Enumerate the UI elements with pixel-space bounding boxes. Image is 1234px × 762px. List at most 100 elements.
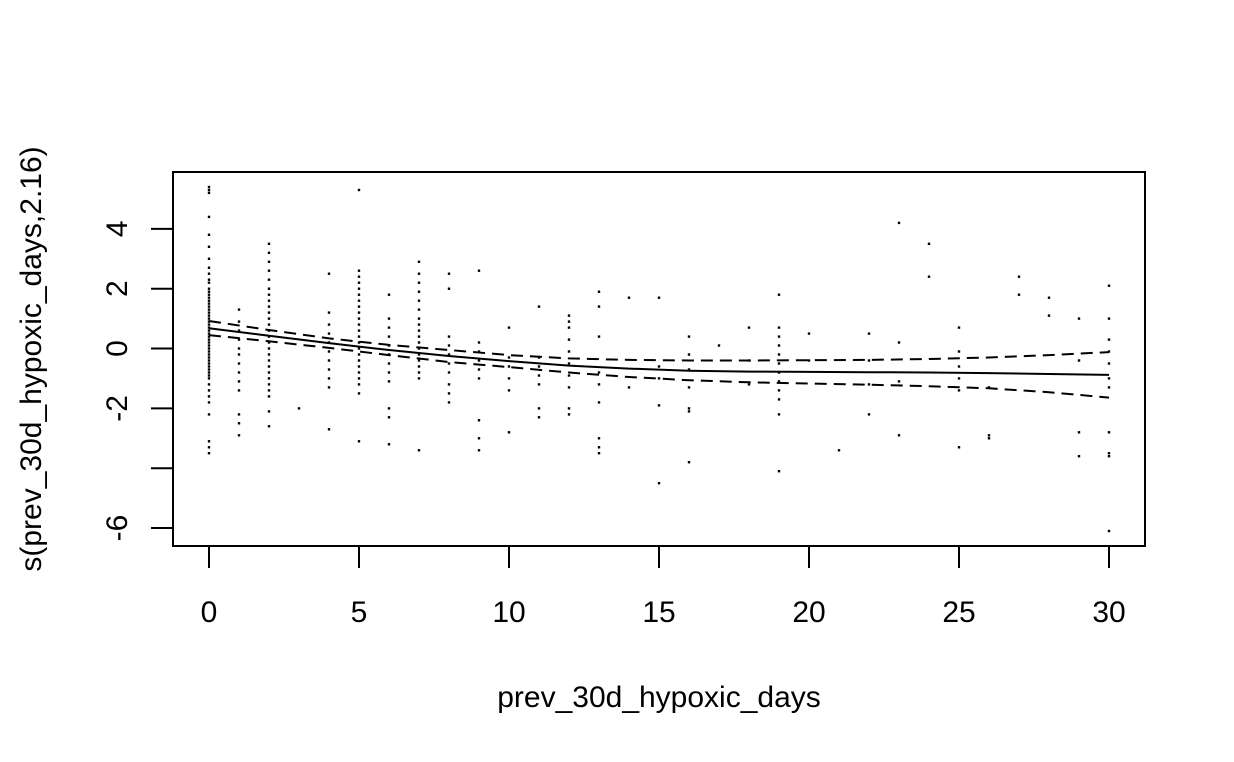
residual-point <box>387 407 391 410</box>
residual-point <box>357 305 361 308</box>
residual-point <box>447 371 451 374</box>
residual-point <box>777 353 781 356</box>
residual-point <box>207 350 211 353</box>
residual-point <box>477 377 481 380</box>
x-tick-label: 25 <box>942 596 975 629</box>
residual-point <box>777 362 781 365</box>
residual-point <box>1077 431 1081 434</box>
residual-point <box>207 413 211 416</box>
residual-point <box>387 380 391 383</box>
y-tick-label: 4 <box>101 220 134 237</box>
residual-point <box>207 341 211 344</box>
residual-point <box>207 317 211 320</box>
residual-point <box>237 380 241 383</box>
residual-point <box>867 332 871 335</box>
residual-point <box>1107 452 1111 455</box>
residual-point <box>447 353 451 356</box>
residual-point <box>777 335 781 338</box>
residual-point <box>207 401 211 404</box>
residual-point <box>207 368 211 371</box>
confidence-band-upper <box>208 320 1110 362</box>
residual-point <box>387 371 391 374</box>
y-tick-label: -6 <box>101 515 134 542</box>
residual-point <box>207 377 211 380</box>
residual-point <box>417 329 421 332</box>
residual-point <box>357 311 361 314</box>
residual-point <box>387 362 391 365</box>
residual-point <box>207 383 211 386</box>
residual-point <box>267 425 271 428</box>
residual-point <box>207 311 211 314</box>
residual-point <box>417 299 421 302</box>
residual-point <box>327 386 331 389</box>
residual-point <box>417 323 421 326</box>
residual-point <box>357 317 361 320</box>
residual-point <box>447 335 451 338</box>
residual-point <box>957 377 961 380</box>
residual-point <box>567 362 571 365</box>
residual-point <box>1047 314 1051 317</box>
residual-point <box>267 359 271 362</box>
residual-point <box>687 335 691 338</box>
residual-point <box>1077 317 1081 320</box>
residual-point <box>687 386 691 389</box>
residual-point <box>507 377 511 380</box>
residual-point <box>477 350 481 353</box>
plot-frame <box>172 171 1146 547</box>
residual-point <box>357 281 361 284</box>
residual-point <box>627 386 631 389</box>
residual-point <box>927 275 931 278</box>
residual-point <box>1107 431 1111 434</box>
residual-point <box>927 242 931 245</box>
residual-point <box>267 347 271 350</box>
residual-point <box>207 314 211 317</box>
residual-point <box>267 410 271 413</box>
residual-point <box>327 377 331 380</box>
residual-point <box>237 320 241 323</box>
residual-point <box>1077 359 1081 362</box>
residual-point <box>537 407 541 410</box>
residual-point <box>207 191 211 195</box>
residual-point <box>567 350 571 353</box>
residual-point <box>327 428 331 431</box>
residual-point <box>957 365 961 368</box>
residual-point <box>447 383 451 386</box>
residual-point <box>207 287 211 290</box>
residual-point <box>417 272 421 275</box>
residual-point <box>477 368 481 371</box>
residual-point <box>477 359 481 362</box>
residual-point <box>267 293 271 296</box>
residual-point <box>1107 377 1111 380</box>
residual-point <box>1107 317 1111 320</box>
residual-point <box>207 374 211 377</box>
residual-point <box>567 374 571 377</box>
residual-point <box>207 359 211 362</box>
residual-point <box>747 383 751 386</box>
residual-point <box>267 317 271 320</box>
residual-point <box>237 413 241 416</box>
residual-point <box>417 353 421 356</box>
residual-point <box>357 335 361 338</box>
y-tick-label: 0 <box>101 340 134 357</box>
residual-point <box>267 323 271 326</box>
residual-point <box>567 413 571 416</box>
residual-point <box>507 356 511 359</box>
residual-point <box>597 305 601 308</box>
residual-point <box>1077 455 1081 458</box>
residual-point <box>1107 338 1111 341</box>
residual-point <box>267 341 271 344</box>
residual-point <box>207 329 211 332</box>
residual-point <box>867 413 871 416</box>
residual-point <box>357 329 361 332</box>
residual-point <box>207 362 211 365</box>
x-tick-label: 0 <box>201 596 218 629</box>
residual-point <box>477 341 481 344</box>
residual-point <box>207 332 211 335</box>
residual-point <box>237 329 241 332</box>
residual-point <box>1107 455 1111 458</box>
residual-point <box>207 365 211 368</box>
residual-point <box>657 377 661 380</box>
residual-point <box>687 410 691 413</box>
residual-point <box>1017 275 1021 278</box>
residual-point <box>207 302 211 305</box>
